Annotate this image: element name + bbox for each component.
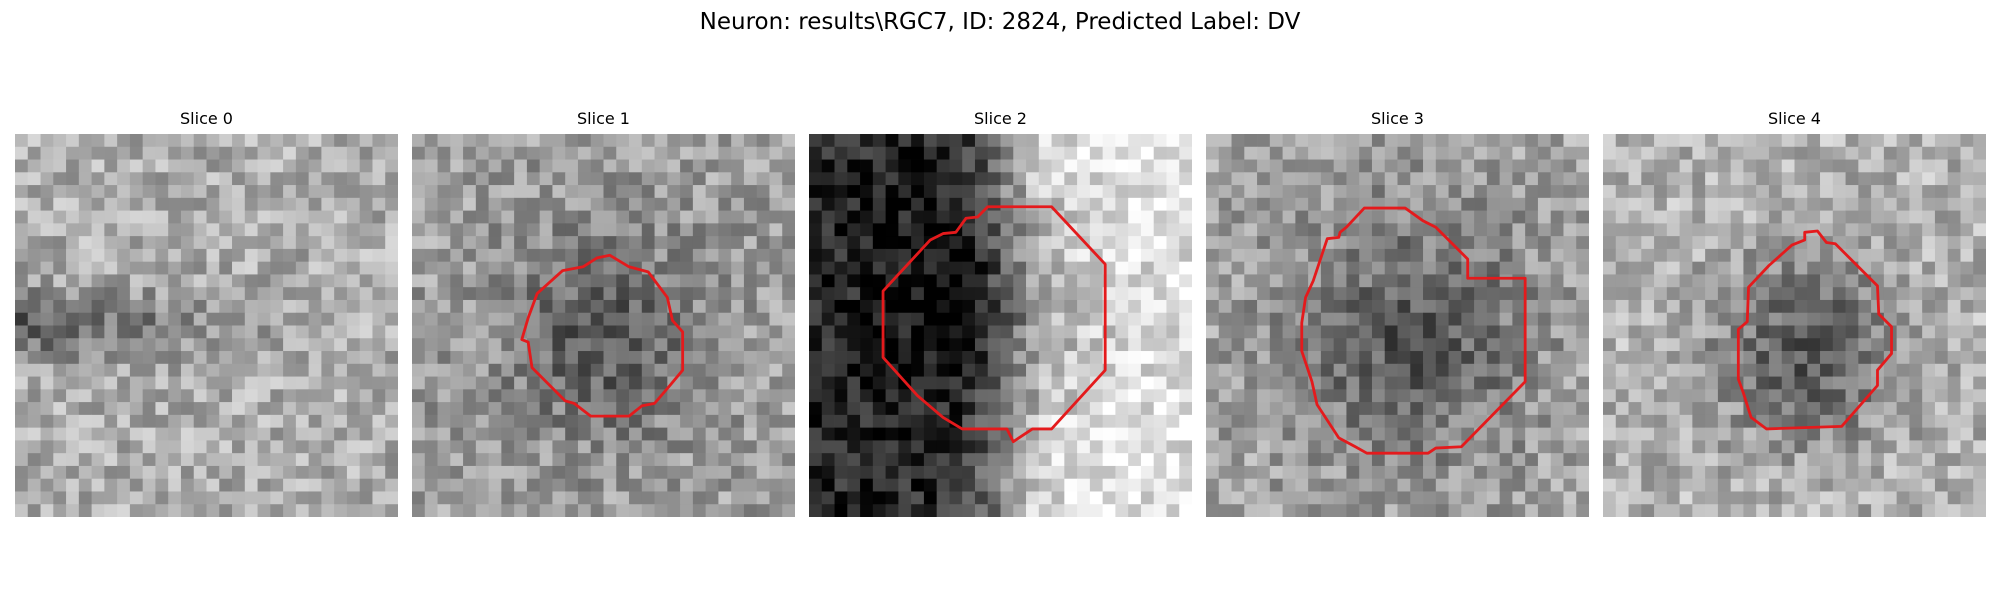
slice-3-contour [1300,206,1527,455]
slice-2-contour [881,205,1107,444]
slice-1-title: Slice 1 [577,109,630,128]
slice-1-image [412,134,795,517]
slice-4-contour [1736,229,1893,431]
slice-4-title: Slice 4 [1768,109,1821,128]
figure-title: Neuron: results\RGC7, ID: 2824, Predicte… [699,9,1301,35]
slice-3-image [1206,134,1589,517]
slice-2-title: Slice 2 [974,109,1027,128]
slice-3-title: Slice 3 [1371,109,1424,128]
slice-0-image [15,134,398,517]
slice-2-image [809,134,1192,517]
slice-0-title: Slice 0 [180,109,233,128]
slice-1-contour [520,253,685,418]
slice-4-image [1603,134,1986,517]
